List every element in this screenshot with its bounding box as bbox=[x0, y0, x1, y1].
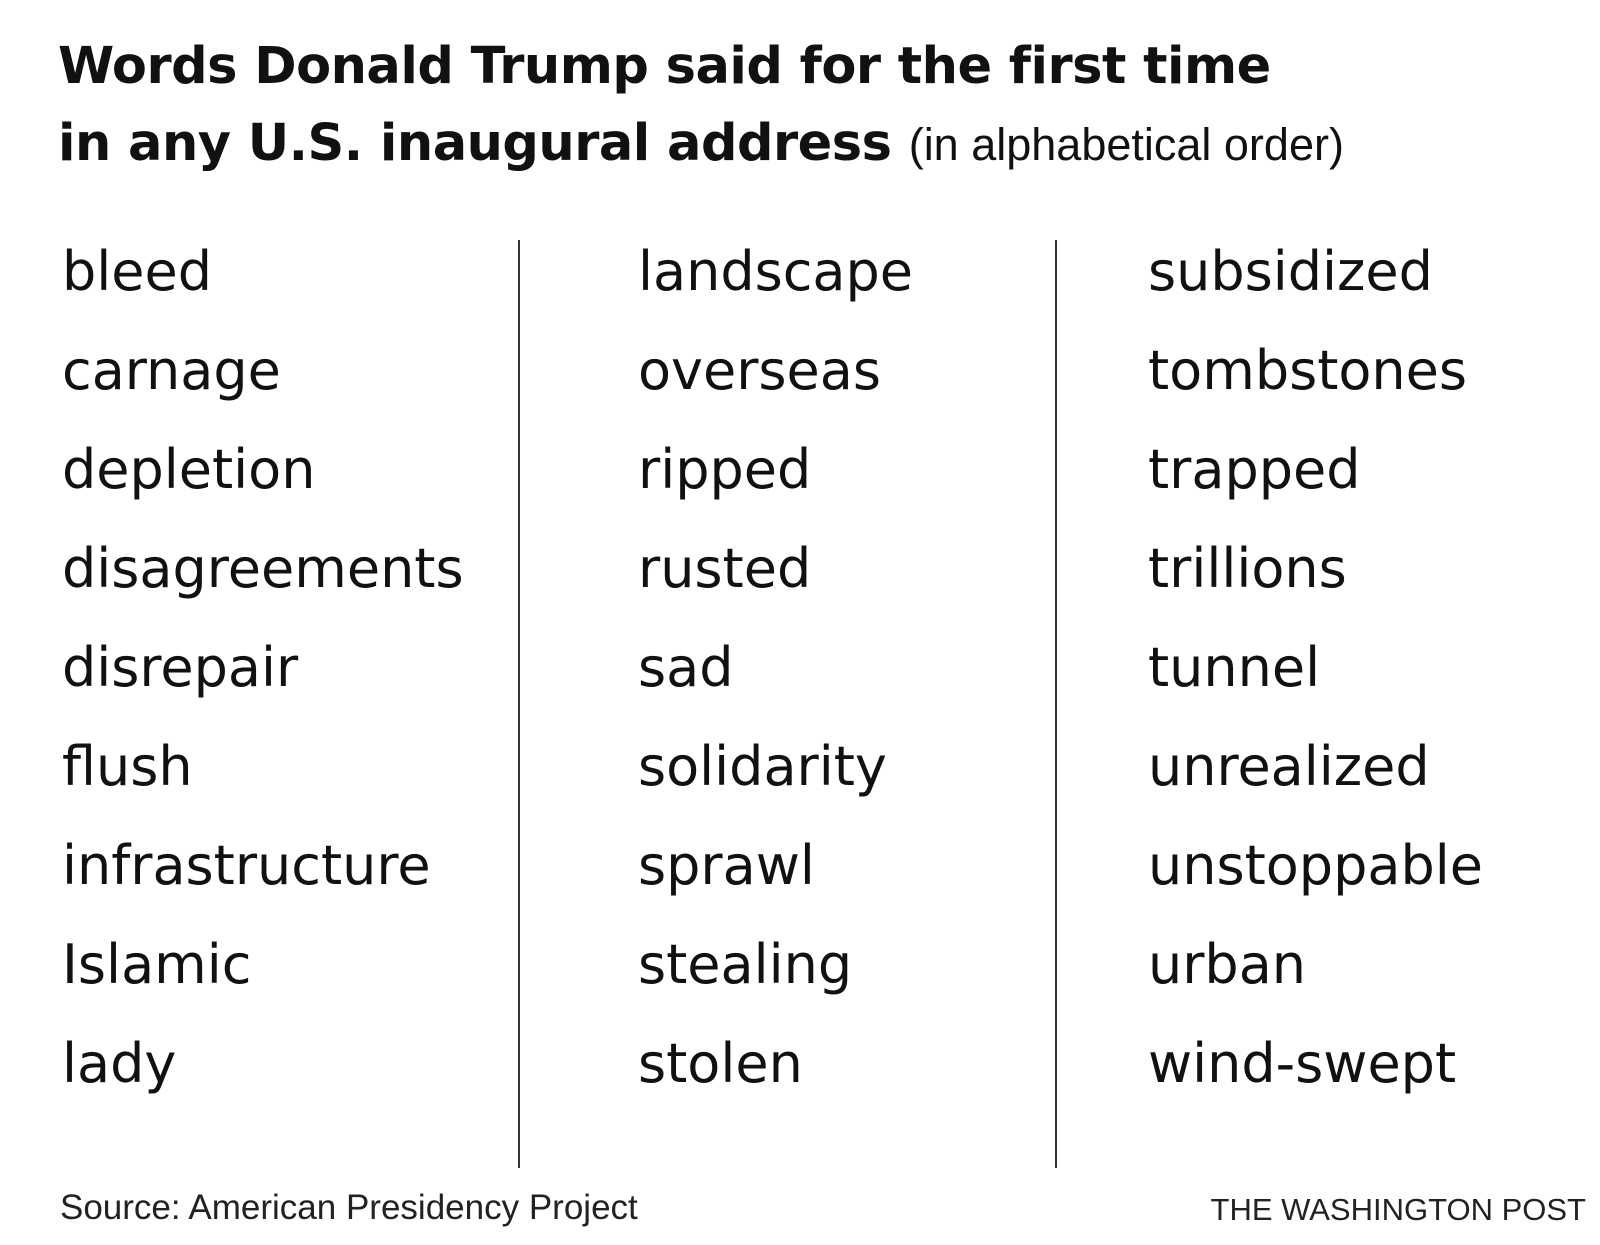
source-note: Source: American Presidency Project bbox=[60, 1188, 638, 1227]
word-item: urban bbox=[1148, 933, 1307, 996]
word-item: overseas bbox=[638, 339, 881, 402]
word-item: bleed bbox=[62, 240, 213, 303]
column-divider bbox=[518, 240, 520, 1168]
word-item: stolen bbox=[638, 1032, 803, 1095]
page-title: Words Donald Trump said for the first ti… bbox=[58, 28, 1558, 183]
word-item: unrealized bbox=[1148, 735, 1430, 798]
word-item: lady bbox=[62, 1032, 177, 1095]
word-item: ripped bbox=[638, 438, 812, 501]
word-item: disagreements bbox=[62, 537, 464, 600]
title-line-2: in any U.S. inaugural address (in alphab… bbox=[58, 105, 1558, 183]
word-item: flush bbox=[62, 735, 193, 798]
word-item: solidarity bbox=[638, 735, 887, 798]
word-column-2: landscape overseas ripped rusted sad sol… bbox=[638, 240, 913, 1131]
word-item: sprawl bbox=[638, 834, 815, 897]
word-item: disrepair bbox=[62, 636, 299, 699]
word-item: Islamic bbox=[62, 933, 252, 996]
word-item: trapped bbox=[1148, 438, 1361, 501]
word-item: landscape bbox=[638, 240, 914, 303]
word-item: depletion bbox=[62, 438, 316, 501]
column-divider bbox=[1055, 240, 1057, 1168]
word-item: subsidized bbox=[1148, 240, 1433, 303]
word-item: tombstones bbox=[1148, 339, 1468, 402]
word-item: sad bbox=[638, 636, 734, 699]
word-item: carnage bbox=[62, 339, 281, 402]
word-item: tunnel bbox=[1148, 636, 1321, 699]
word-item: stealing bbox=[638, 933, 853, 996]
word-item: rusted bbox=[638, 537, 812, 600]
title-line-2-text: in any U.S. inaugural address bbox=[58, 114, 892, 173]
publisher-credit: THE WASHINGTON POST bbox=[1210, 1192, 1586, 1227]
word-item: unstoppable bbox=[1148, 834, 1483, 897]
subtitle: (in alphabetical order) bbox=[908, 119, 1344, 170]
word-item: wind-swept bbox=[1148, 1032, 1457, 1095]
title-line-1: Words Donald Trump said for the first ti… bbox=[58, 37, 1271, 96]
word-column-1: bleed carnage depletion disagreements di… bbox=[62, 240, 464, 1131]
word-column-3: subsidized tombstones trapped trillions … bbox=[1148, 240, 1483, 1131]
word-item: trillions bbox=[1148, 537, 1347, 600]
word-item: infrastructure bbox=[62, 834, 431, 897]
